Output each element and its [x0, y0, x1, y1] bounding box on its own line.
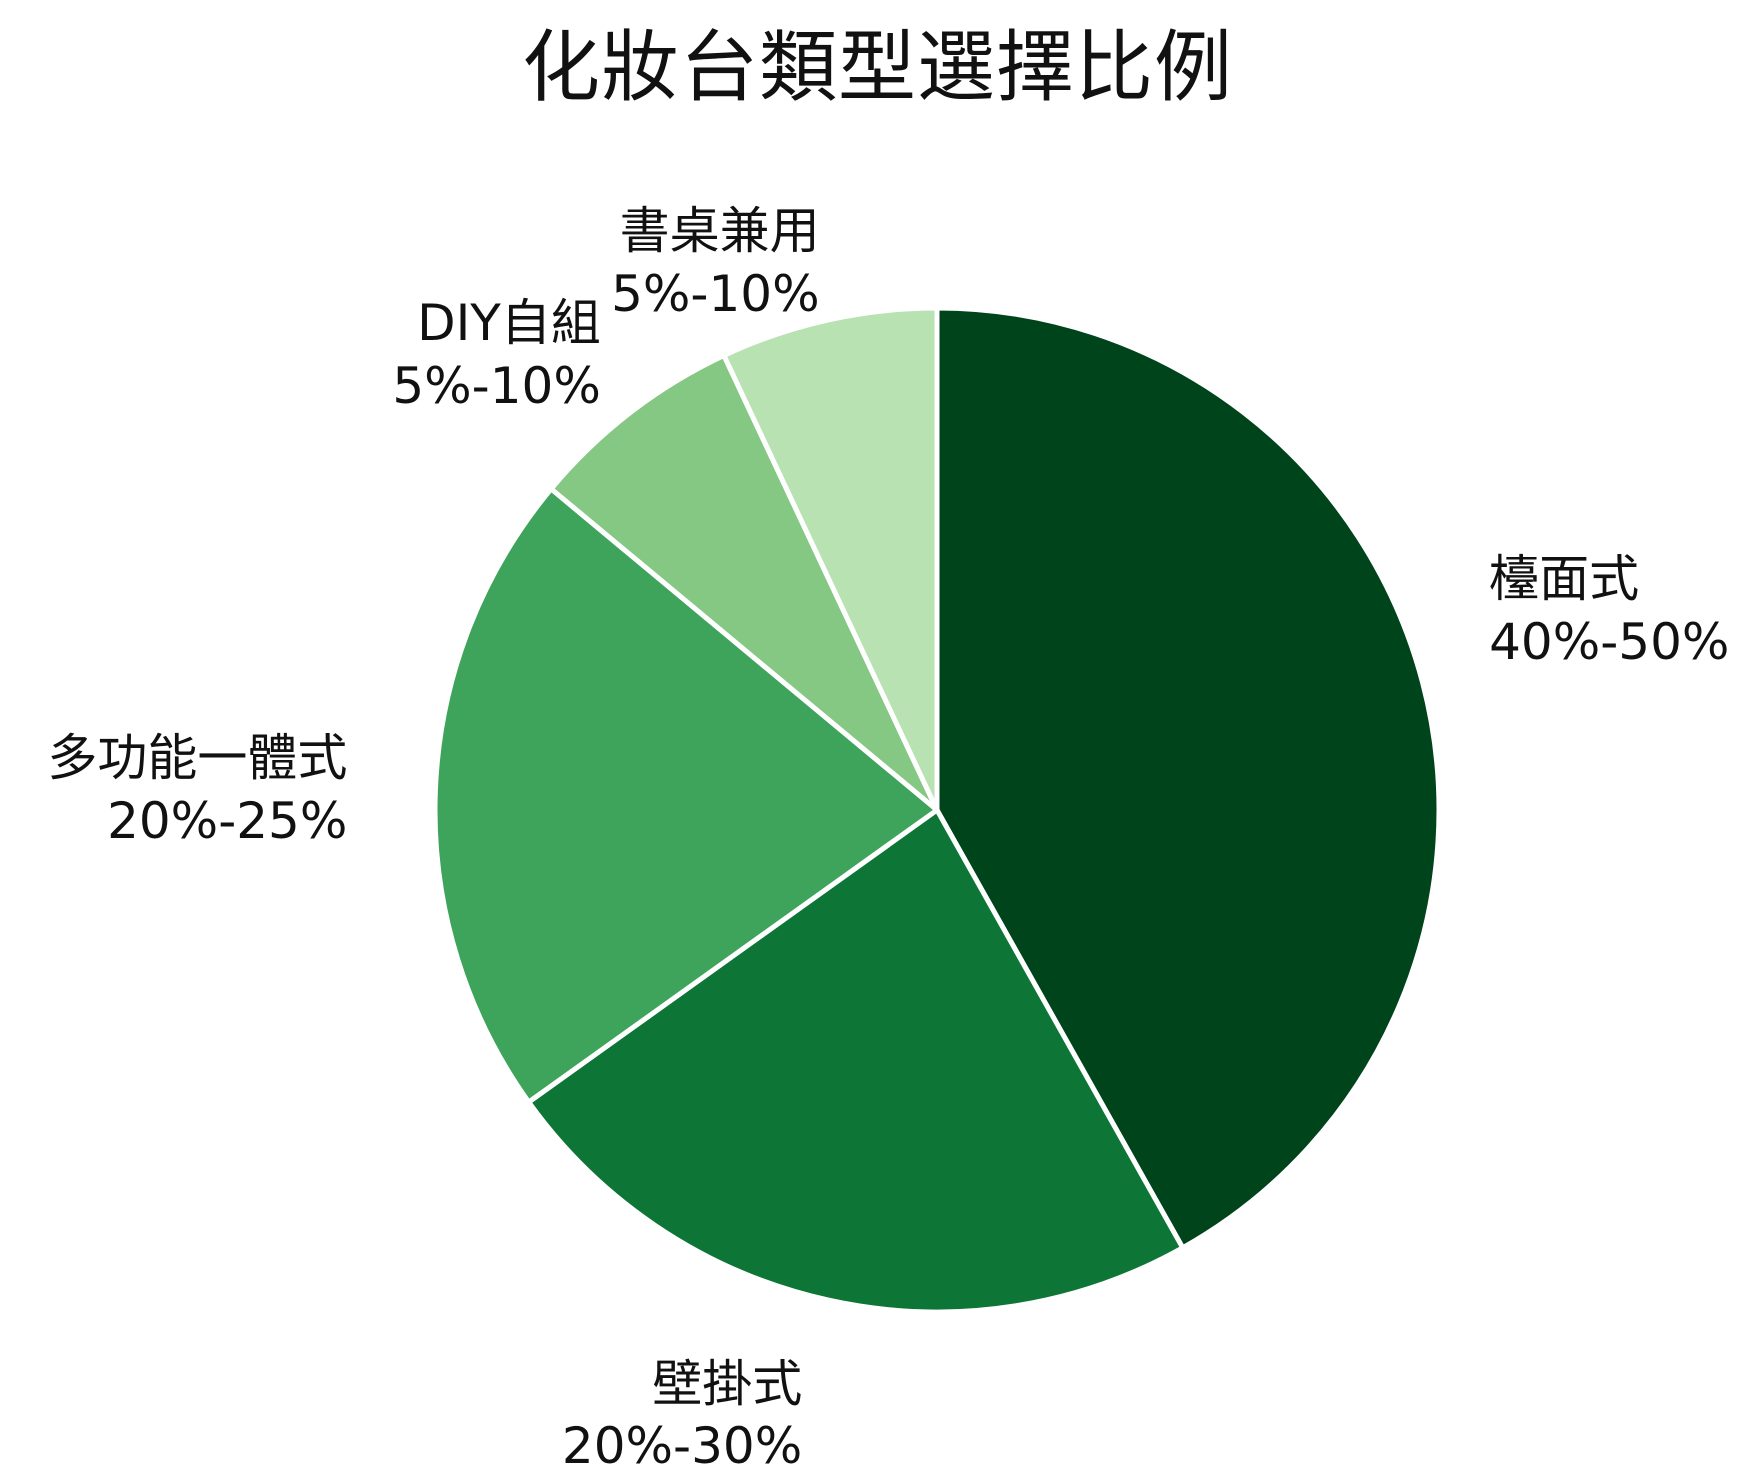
slice-label-5: 書桌兼用 5%-10% [611, 200, 820, 325]
pie-slices [432, 305, 1442, 1315]
chart-title: 化妝台類型選擇比例 [521, 23, 1233, 113]
slice-label-value: 5%-10% [611, 264, 820, 323]
slice-label-name: 多功能一體式 [47, 729, 348, 788]
slice-label-value: 20%-30% [561, 1417, 803, 1476]
slice-label-value: 40%-50% [1489, 612, 1730, 671]
slice-label-3: 多功能一體式 20%-25% [47, 727, 347, 852]
slice-label-name: DIY自組 [417, 294, 601, 353]
pie-slice-3 [432, 486, 940, 1105]
slice-label-name: 壁掛式 [652, 1354, 803, 1413]
slice-label-2: 壁掛式 20%-30% [562, 1353, 802, 1478]
pie-slice-5 [721, 305, 940, 813]
slice-label-value: 5%-10% [392, 356, 601, 415]
slice-label-1: 檯面式 40%-50% [1489, 548, 1729, 673]
slice-label-value: 20%-25% [107, 791, 348, 850]
pie-slice-2 [526, 807, 1186, 1315]
pie-slice-4 [548, 352, 940, 813]
pie-slice-1 [934, 305, 1442, 1251]
slice-label-name: 檯面式 [1489, 550, 1640, 609]
slice-label-name: 書桌兼用 [619, 202, 820, 261]
slice-label-4: DIY自組 5%-10% [392, 292, 601, 417]
